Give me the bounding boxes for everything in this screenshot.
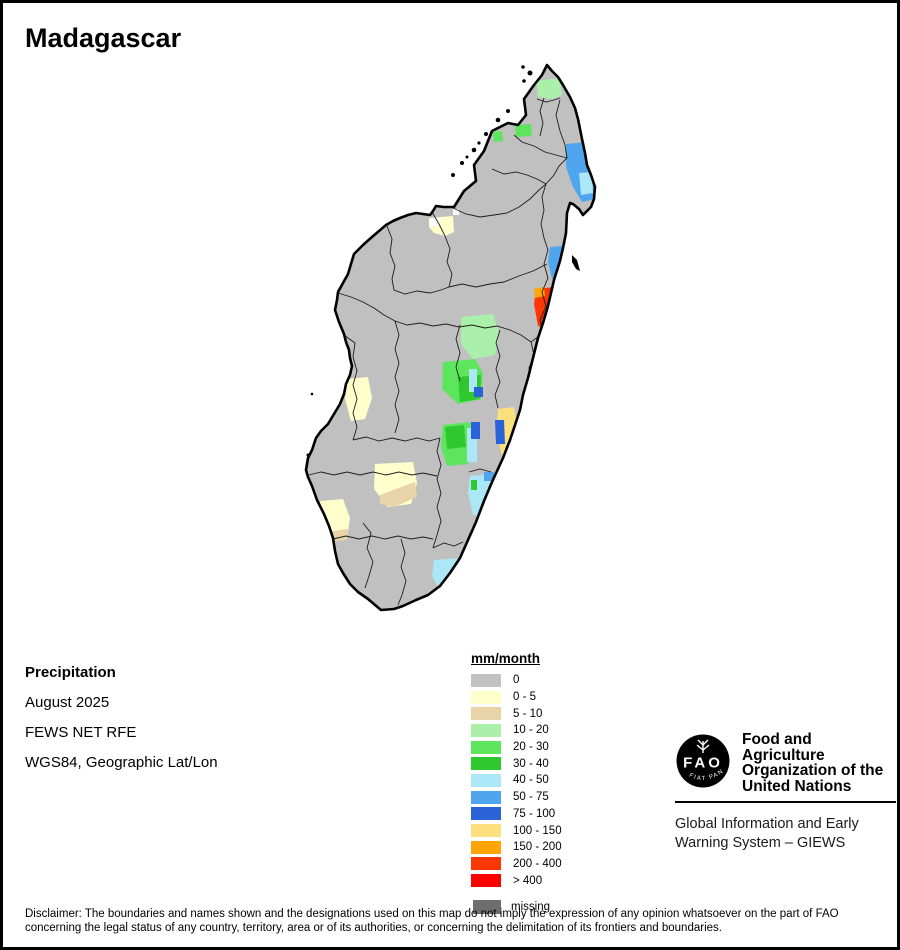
coastline (304, 63, 597, 612)
org-program-line: Warning System – GIEWS (675, 834, 846, 851)
legend-row: 5 - 10 (471, 705, 562, 722)
legend-row: > 400 (471, 872, 562, 889)
patch-se-green (471, 480, 477, 490)
legend-swatch (471, 857, 501, 871)
patch-north-tip (536, 78, 562, 99)
legend-label: > 400 (513, 874, 543, 887)
legend-swatch (471, 757, 501, 771)
legend-swatch (471, 740, 501, 754)
legend-label: 40 - 50 (513, 774, 549, 787)
caption-projection: WGS84, Geographic Lat/Lon (25, 754, 218, 771)
patch-center-green1-cyan (469, 369, 477, 392)
legend-label: 200 - 400 (513, 857, 562, 870)
legend-swatch (471, 874, 501, 888)
legend-label: 10 - 20 (513, 724, 549, 737)
patch-north-green-a (515, 124, 532, 137)
disclaimer-line2: concerning the legal status of any count… (25, 921, 722, 934)
legend: mm/month 0 0 - 5 5 - 10 10 - 20 20 - 30 … (471, 651, 562, 889)
org-name-line: United Nations (742, 777, 852, 795)
wheat-ear-icon (696, 739, 710, 753)
legend-missing-swatch (473, 900, 501, 914)
legend-row: 40 - 50 (471, 772, 562, 789)
legend-row: 30 - 40 (471, 755, 562, 772)
patch-ne-cyan (579, 172, 593, 195)
legend-swatch (471, 773, 501, 787)
legend-row: 0 - 5 (471, 689, 562, 706)
caption-heading: Precipitation (25, 664, 116, 681)
patch-north-green-b (493, 131, 503, 142)
legend-swatch (471, 723, 501, 737)
patch-center-green2-blue (471, 422, 480, 439)
patch-se-blue (484, 472, 494, 481)
legend-row: 50 - 75 (471, 789, 562, 806)
legend-title: mm/month (471, 651, 540, 666)
legend-row: 200 - 400 (471, 856, 562, 873)
legend-swatch (471, 707, 501, 721)
disclaimer: Disclaimer: The boundaries and names sho… (25, 908, 885, 936)
caption-period: August 2025 (25, 694, 110, 711)
caption-source: FEWS NET RFE (25, 724, 137, 741)
org-name: Food and Agriculture Organization of the… (742, 732, 897, 794)
patch-center-green2-dark (445, 425, 466, 449)
disclaimer-line1: Disclaimer: The boundaries and names sho… (25, 908, 839, 920)
madagascar-map (304, 63, 597, 612)
org-name-line: Organization of the (742, 762, 884, 779)
legend-label: 100 - 150 (513, 824, 562, 837)
page-title: Madagascar (25, 23, 182, 53)
legend-swatch (471, 807, 501, 821)
legend-swatch (471, 824, 501, 838)
legend-label: 0 - 5 (513, 691, 537, 704)
legend-swatch (471, 673, 501, 687)
legend-label: 5 - 10 (513, 707, 543, 720)
legend-row: 10 - 20 (471, 722, 562, 739)
fao-logo-acronym: FAO (683, 755, 723, 772)
patch-nw-nodata-a (430, 218, 440, 226)
org-program: Global Information and Early Warning Sys… (675, 815, 859, 852)
legend-row: 75 - 100 (471, 806, 562, 823)
org-program-line: Global Information and Early (675, 816, 859, 832)
patch-sw-tan-fringe (380, 482, 417, 507)
legend-swatch (471, 790, 501, 804)
legend-label: 150 - 200 (513, 841, 562, 854)
patch-east-orange (534, 287, 545, 298)
legend-row: 0 (471, 672, 562, 689)
legend-missing-label: missing (511, 901, 550, 913)
legend-label: 30 - 40 (513, 757, 549, 770)
legend-row: 20 - 30 (471, 739, 562, 756)
legend-label: 50 - 75 (513, 791, 549, 804)
legend-label: 75 - 100 (513, 807, 556, 820)
legend-swatch (471, 840, 501, 854)
patch-center-green1-blue (474, 387, 483, 397)
patch-east-gold-blue (495, 420, 505, 444)
legend-missing-row: missing (473, 900, 550, 914)
legend-row: 100 - 150 (471, 822, 562, 839)
legend-label: 20 - 30 (513, 741, 549, 754)
legend-swatch (471, 690, 501, 704)
fao-logo: FAO FIAT PANIS (675, 733, 730, 788)
island-land (306, 65, 595, 610)
org-divider (675, 801, 896, 803)
offshore-islands (305, 65, 580, 466)
org-name-line: Food and Agriculture (742, 731, 825, 764)
patch-west-cream1 (345, 377, 372, 421)
map-caption: Precipitation August 2025 FEWS NET RFE W… (25, 658, 218, 778)
legend-row: 150 - 200 (471, 839, 562, 856)
legend-label: 0 (513, 674, 520, 687)
